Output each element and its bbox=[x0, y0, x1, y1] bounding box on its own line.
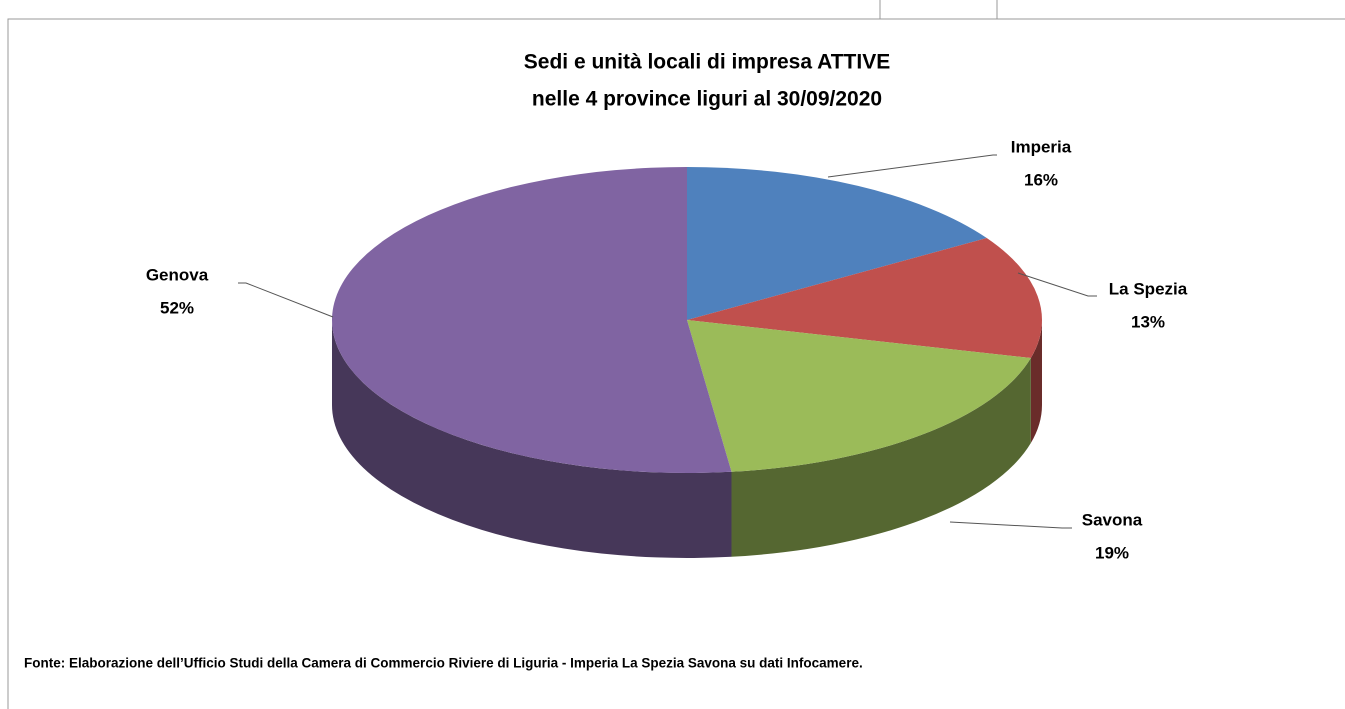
pie-side bbox=[731, 358, 1031, 557]
leader-line bbox=[238, 282, 334, 318]
slice-label: Genova bbox=[146, 265, 209, 284]
slice-label: La Spezia bbox=[1109, 279, 1188, 298]
slice-value-label: 13% bbox=[1131, 312, 1165, 331]
slice-value-label: 19% bbox=[1095, 543, 1129, 562]
labels: Imperia 16% La Spezia 13% Savona 19% Genova 52% bbox=[146, 137, 1188, 562]
pie-side bbox=[332, 320, 732, 559]
leader-line bbox=[827, 154, 997, 178]
pie bbox=[332, 167, 1042, 559]
pie-side bbox=[1030, 320, 1042, 444]
frame bbox=[7, 0, 1345, 709]
chart-title: Sedi e unità locali di impresa ATTIVE bbox=[524, 51, 890, 74]
pie-slice bbox=[687, 167, 987, 320]
leader-line bbox=[949, 521, 1072, 529]
slice-value-label: 52% bbox=[160, 298, 194, 317]
pie-slice bbox=[332, 167, 732, 473]
chart-title: nelle 4 province liguri al 30/09/2020 bbox=[532, 88, 882, 111]
slice-label: Savona bbox=[1082, 510, 1143, 529]
slice-value-label: 16% bbox=[1024, 170, 1058, 189]
pie-slice bbox=[687, 320, 1031, 472]
source-note: Fonte: Elaborazione dell’Ufficio Studi d… bbox=[24, 656, 863, 671]
pie-slice bbox=[687, 238, 1042, 359]
slice-label: Imperia bbox=[1011, 137, 1072, 156]
leader-line bbox=[1017, 272, 1097, 297]
